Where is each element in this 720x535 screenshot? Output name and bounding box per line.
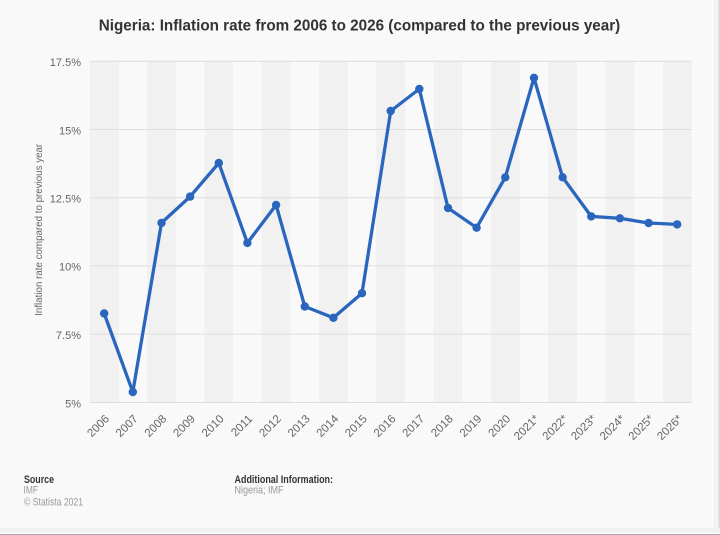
svg-text:Inflation rate compared to pre: Inflation rate compared to previous year: [34, 143, 45, 316]
svg-text:Nigeria: Inflation rate from 2: Nigeria: Inflation rate from 2006 to 202…: [99, 18, 621, 35]
svg-text:Additional Information:: Additional Information:: [235, 474, 334, 486]
svg-text:7.5%: 7.5%: [56, 330, 81, 342]
svg-text:12.5%: 12.5%: [50, 194, 81, 206]
svg-text:17.5%: 17.5%: [50, 57, 81, 69]
svg-text:Source: Source: [24, 474, 54, 486]
svg-text:IMF: IMF: [24, 485, 39, 497]
svg-text:© Statista 2021: © Statista 2021: [24, 497, 83, 509]
svg-text:15%: 15%: [59, 125, 81, 137]
svg-text:10%: 10%: [59, 262, 81, 274]
svg-text:5%: 5%: [65, 398, 81, 410]
svg-text:Nigeria; IMF: Nigeria; IMF: [235, 485, 284, 497]
